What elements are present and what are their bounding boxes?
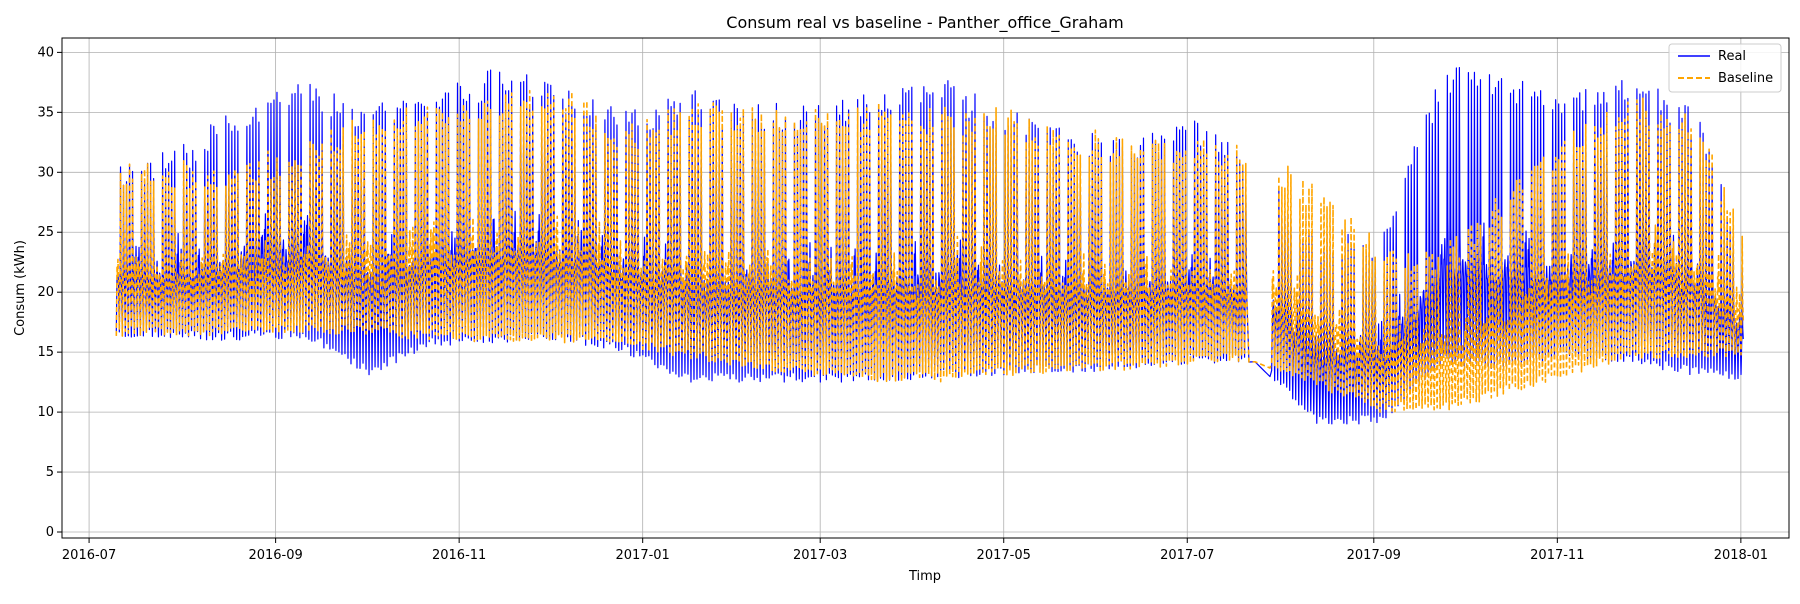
x-axis-ticks: 2016-07 2016-09 2016-11 2017-01 2017-03 2017-… — [62, 538, 1768, 563]
x-tick-label: 2016-07 — [62, 548, 116, 563]
series-layer — [115, 66, 1745, 425]
y-tick-label: 30 — [37, 165, 54, 180]
x-tick-label: 2018-01 — [1714, 548, 1768, 563]
y-tick-label: 0 — [46, 525, 54, 540]
x-tick-label: 2017-07 — [1160, 548, 1214, 563]
x-tick-label: 2017-09 — [1347, 548, 1401, 563]
x-tick-label: 2017-03 — [793, 548, 847, 563]
plot-frame — [61, 37, 1790, 539]
y-tick-label: 20 — [37, 285, 54, 300]
x-axis-label: Timp — [908, 569, 941, 584]
y-axis-label: Consum (kWh) — [13, 240, 28, 336]
x-tick-label: 2017-11 — [1530, 548, 1584, 563]
legend-label-real: Real — [1718, 49, 1746, 64]
y-tick-label: 35 — [37, 105, 54, 120]
y-tick-label: 5 — [46, 465, 54, 480]
y-axis-ticks: 0 5 10 15 20 25 30 35 40 — [37, 45, 62, 540]
x-tick-label: 2016-11 — [432, 548, 486, 563]
y-tick-label: 25 — [37, 225, 54, 240]
x-tick-label: 2016-09 — [248, 548, 302, 563]
legend-label-baseline: Baseline — [1718, 71, 1773, 86]
y-tick-label: 15 — [37, 345, 54, 360]
chart-title: Consum real vs baseline - Panther_office… — [726, 13, 1123, 33]
y-tick-label: 10 — [37, 405, 54, 420]
x-tick-label: 2017-01 — [616, 548, 670, 563]
y-tick-label: 40 — [37, 45, 54, 60]
legend: Real Baseline — [1668, 43, 1782, 93]
series-line-baseline — [115, 89, 1745, 413]
x-tick-label: 2017-05 — [977, 548, 1031, 563]
